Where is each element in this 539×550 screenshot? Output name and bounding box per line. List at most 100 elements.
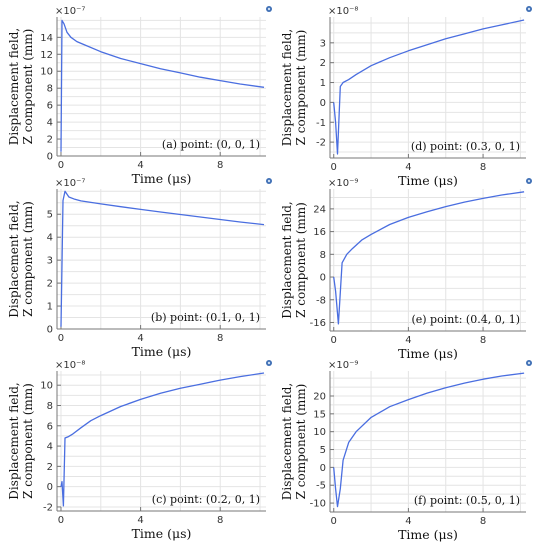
x-tick-label: 4: [405, 516, 411, 527]
y-tick-label: 15: [313, 409, 326, 420]
y-axis-label-line1: Displacement field,: [7, 200, 21, 317]
y-tick-label: 24: [313, 204, 326, 215]
plot-area: [57, 371, 266, 511]
y-tick-label: 0: [320, 463, 326, 474]
exponent-label: ×10⁻⁹: [328, 178, 358, 189]
y-axis-label-line1: Displacement field,: [280, 29, 294, 146]
x-tick-label: 8: [480, 162, 486, 173]
y-axis-label-line2: Z component (mm): [294, 202, 308, 318]
y-tick-label: 10: [40, 67, 53, 78]
y-tick-label: 2: [320, 58, 326, 69]
exponent-label: ×10⁻⁷: [55, 6, 85, 17]
grid: [330, 17, 526, 158]
x-axis-label: Time (μs): [398, 173, 458, 188]
x-tick-label: 0: [58, 515, 64, 526]
y-tick-label: -2: [43, 502, 53, 513]
series-line-f: [333, 372, 525, 508]
y-tick-label: 10: [40, 381, 53, 392]
plot-area: [330, 371, 526, 512]
panel-corner-icon-core: [527, 179, 531, 183]
plot-area: [330, 17, 526, 158]
panel-corner-icon-core: [267, 179, 271, 183]
x-tick-label: 4: [137, 160, 143, 171]
y-tick-label: 20: [313, 391, 326, 402]
chart-panel-d: 0 4 8 -2 -1 0 1 2 3 ×10⁻⁸ (d) point: (0.3, 0, 1) Ti…: [280, 6, 532, 188]
y-tick-label: 0: [320, 273, 326, 284]
exponent-label: ×10⁻⁸: [55, 360, 85, 371]
y-tick-label: 4: [47, 118, 53, 129]
y-axis-label-line1: Displacement field,: [7, 28, 21, 145]
y-tick-label: -10: [310, 499, 326, 510]
y-tick-label: 6: [47, 421, 53, 432]
chart-panel-a: 0 4 8 0 2 4 6 8 10 12 14 ×10⁻⁷ (a) point: (0, 0, 1) T…: [7, 6, 272, 186]
panel-corner-icon-core: [267, 361, 271, 365]
y-tick-label: 8: [47, 401, 53, 412]
x-axis-label: Time (μs): [398, 346, 458, 361]
y-tick-label: 12: [40, 50, 53, 61]
x-tick-label: 8: [480, 516, 486, 527]
y-tick-label: 2: [47, 135, 53, 146]
y-tick-label: 10: [313, 427, 326, 438]
y-tick-label: -8: [316, 295, 326, 306]
y-tick-label: 0: [47, 482, 53, 493]
y-tick-label: 3: [47, 256, 53, 267]
exponent-label: ×10⁻⁸: [328, 6, 358, 17]
x-tick-label: 4: [405, 162, 411, 173]
x-tick-label: 8: [480, 335, 486, 346]
x-tick-label: 0: [58, 160, 64, 171]
panel-annotation: (d) point: (0.3, 0, 1): [411, 140, 520, 153]
y-axis-label-line2: Z component (mm): [21, 383, 35, 499]
y-tick-label: 0: [47, 152, 53, 163]
series-line-c: [60, 372, 265, 507]
y-tick-label: 16: [313, 227, 326, 238]
exponent-label: ×10⁻⁷: [55, 178, 85, 189]
y-tick-label: 8: [47, 84, 53, 95]
x-tick-label: 8: [217, 160, 223, 171]
y-axis-label-line2: Z component (mm): [294, 384, 308, 500]
panel-annotation: (e) point: (0.4, 0, 1): [411, 313, 520, 326]
y-axis-label-line1: Displacement field,: [7, 382, 21, 499]
y-tick-label: 3: [320, 38, 326, 49]
exponent-label: ×10⁻⁹: [328, 360, 358, 371]
x-axis-label: Time (μs): [132, 344, 192, 359]
y-tick-label: 1: [320, 78, 326, 89]
y-tick-label: 2: [47, 462, 53, 473]
x-tick-label: 0: [331, 335, 337, 346]
y-axis-label-line1: Displacement field,: [280, 383, 294, 500]
y-tick-label: -1: [316, 118, 326, 129]
series-line-b: [60, 190, 265, 327]
y-tick-label: 14: [40, 33, 53, 44]
y-tick-label: -5: [316, 481, 326, 492]
y-tick-label: 2: [47, 279, 53, 290]
y-tick-label: 1: [47, 302, 53, 313]
x-tick-label: 4: [405, 335, 411, 346]
y-tick-label: 4: [47, 233, 53, 244]
y-tick-label: -16: [310, 318, 326, 329]
x-tick-label: 4: [137, 515, 143, 526]
x-axis-label: Time (μs): [132, 526, 192, 541]
chart-panel-c: 0 4 8 -2 0 2 4 6 8 10×10⁻⁸ (c) point: (0.2, 0, 1) T…: [7, 360, 272, 541]
grid: [57, 17, 266, 157]
x-tick-label: 8: [217, 515, 223, 526]
y-tick-label: 0: [320, 98, 326, 109]
panel-corner-icon-core: [267, 7, 271, 11]
x-axis-label: Time (μs): [398, 527, 458, 542]
x-tick-label: 0: [58, 333, 64, 344]
y-tick-label: 5: [47, 210, 53, 221]
panel-corner-icon-core: [527, 7, 531, 11]
y-tick-label: 0: [47, 325, 53, 336]
plot-area: [330, 189, 526, 331]
grid: [330, 189, 526, 331]
series-line-a: [60, 19, 265, 152]
panel-annotation: (a) point: (0, 0, 1): [162, 138, 260, 151]
plot-area: [57, 17, 266, 156]
y-axis-label-line2: Z component (mm): [294, 30, 308, 146]
panel-annotation: (f) point: (0.5, 0, 1): [414, 494, 520, 507]
y-axis-label-line1: Displacement field,: [280, 201, 294, 318]
grid: [57, 189, 266, 330]
x-axis-label: Time (μs): [132, 171, 192, 186]
x-tick-label: 8: [217, 333, 223, 344]
y-axis-label-line2: Z component (mm): [21, 29, 35, 145]
y-tick-label: 8: [320, 250, 326, 261]
